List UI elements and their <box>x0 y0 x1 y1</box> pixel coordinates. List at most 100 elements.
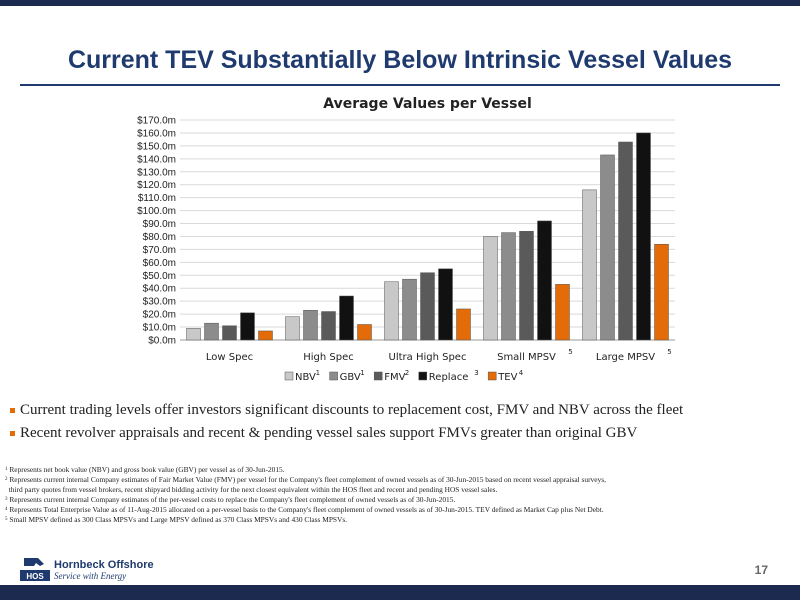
top-banner <box>0 0 800 6</box>
x-tick-label: Ultra High Spec <box>389 352 467 363</box>
legend-label: GBV <box>340 372 361 383</box>
bullet-text: Current trading levels offer investors s… <box>20 402 684 418</box>
title-divider <box>20 84 780 86</box>
bar <box>636 132 651 341</box>
bullet-marker <box>10 408 15 413</box>
bar <box>285 316 300 341</box>
chart-title: Average Values per Vessel <box>323 96 532 112</box>
footnote: 5 Small MPSV defined as 300 Class MPSVs … <box>5 515 797 525</box>
company-logo: HOS Hornbeck Offshore Service with Energ… <box>18 556 178 582</box>
bar <box>519 231 534 341</box>
page-number: 17 <box>754 563 768 577</box>
bar <box>240 312 255 341</box>
bar <box>555 284 570 341</box>
bar <box>438 268 453 341</box>
legend-swatch <box>373 371 383 381</box>
bar <box>258 330 273 341</box>
footnote: 3 Represents current internal Company es… <box>5 495 797 505</box>
bar <box>321 311 336 341</box>
bottom-banner <box>0 585 800 600</box>
legend-superscript: 1 <box>360 369 364 377</box>
x-tick-superscript: 5 <box>568 348 572 356</box>
legend-label: NBV <box>295 372 316 383</box>
y-tick-label: $60.0m <box>143 258 176 269</box>
footnote-text: Represents net book value (NBV) and gros… <box>9 465 285 474</box>
bar <box>357 324 372 341</box>
x-tick-label: Small MPSV <box>497 352 556 363</box>
bullet-text: Recent revolver appraisals and recent & … <box>20 425 638 441</box>
bar <box>204 322 219 341</box>
bar <box>483 236 498 341</box>
bar <box>582 189 597 341</box>
bar <box>618 141 633 341</box>
footnote-text: Represents current internal Company esti… <box>9 475 606 484</box>
y-tick-label: $170.0m <box>137 116 176 127</box>
legend-swatch <box>418 371 428 381</box>
y-tick-label: $110.0m <box>138 193 176 204</box>
legend-swatch <box>487 371 497 381</box>
footnote-number: 3 <box>5 497 8 502</box>
page-title: Current TEV Substantially Below Intrinsi… <box>67 46 733 74</box>
y-tick-label: $70.0m <box>143 245 176 256</box>
logo-mark-text: HOS <box>26 572 44 581</box>
bar <box>222 325 237 341</box>
footnote: 4 Represents Total Enterprise Value as o… <box>5 505 797 515</box>
footnote-number: 1 <box>5 467 8 472</box>
bar <box>402 278 417 341</box>
y-tick-label: $120.0m <box>137 180 176 191</box>
footnote-text: Small MPSV defined as 300 Class MPSVs an… <box>9 515 348 524</box>
legend-swatch <box>329 371 338 381</box>
y-tick-label: $30.0m <box>143 297 176 308</box>
footnote-number: 2 <box>5 477 8 482</box>
footnotes: 1 Represents net book value (NBV) and gr… <box>5 465 797 525</box>
bar <box>384 281 399 341</box>
legend-label: FMV <box>384 372 405 383</box>
footnote-number: 4 <box>5 507 8 512</box>
footnote-text: third party quotes from vessel brokers, … <box>8 485 498 494</box>
y-tick-label: $160.0m <box>137 128 176 139</box>
bar <box>501 232 516 341</box>
y-tick-label: $90.0m <box>143 219 176 230</box>
legend-superscript: 1 <box>316 369 320 377</box>
logo-tagline: Service with Energy <box>54 571 127 581</box>
legend-swatch <box>284 371 294 381</box>
x-tick-label: Large MPSV <box>596 352 655 363</box>
y-tick-label: $100.0m <box>137 206 176 217</box>
bar <box>186 328 201 341</box>
bar-chart: Average Values per Vessel $0.0m $10.0m $20.… <box>137 96 675 383</box>
y-tick-label: $80.0m <box>143 232 176 243</box>
bullet-item: Recent revolver appraisals and recent & … <box>10 425 795 442</box>
y-tick-label: $0.0m <box>148 336 176 347</box>
y-tick-label: $50.0m <box>143 271 176 282</box>
y-tick-label: $140.0m <box>137 154 176 165</box>
y-tick-label: $150.0m <box>137 141 176 152</box>
legend-label: TEV <box>497 372 517 383</box>
footnote-text: Represents Total Enterprise Value as of … <box>9 505 604 514</box>
x-tick-label: Low Spec <box>206 352 253 363</box>
footnote: third party quotes from vessel brokers, … <box>5 485 797 495</box>
bar <box>303 309 318 341</box>
logo-name: Hornbeck Offshore <box>54 559 154 571</box>
y-tick-label: $10.0m <box>143 323 176 334</box>
bar <box>537 220 552 341</box>
y-tick-label: $20.0m <box>143 310 176 321</box>
x-tick-superscript: 5 <box>667 348 671 356</box>
bar <box>339 295 354 341</box>
x-tick-label: High Spec <box>303 352 354 363</box>
legend-superscript: 4 <box>519 369 524 377</box>
bar <box>420 272 435 341</box>
footnote-text: Represents current internal Company esti… <box>9 495 456 504</box>
horse-logo-icon: HOS <box>20 558 50 581</box>
bar <box>654 243 669 341</box>
footnote-number: 5 <box>5 517 8 522</box>
legend-label: Replace <box>429 372 469 383</box>
bar <box>600 154 615 341</box>
y-tick-label: $40.0m <box>143 284 176 295</box>
bullet-item: Current trading levels offer investors s… <box>10 402 795 419</box>
bar <box>456 308 471 341</box>
footnote: 2 Represents current internal Company es… <box>5 475 797 485</box>
bullet-list: Current trading levels offer investors s… <box>10 402 795 448</box>
footnote: 1 Represents net book value (NBV) and gr… <box>5 465 797 475</box>
bullet-marker <box>10 431 15 436</box>
legend-superscript: 3 <box>474 369 478 377</box>
